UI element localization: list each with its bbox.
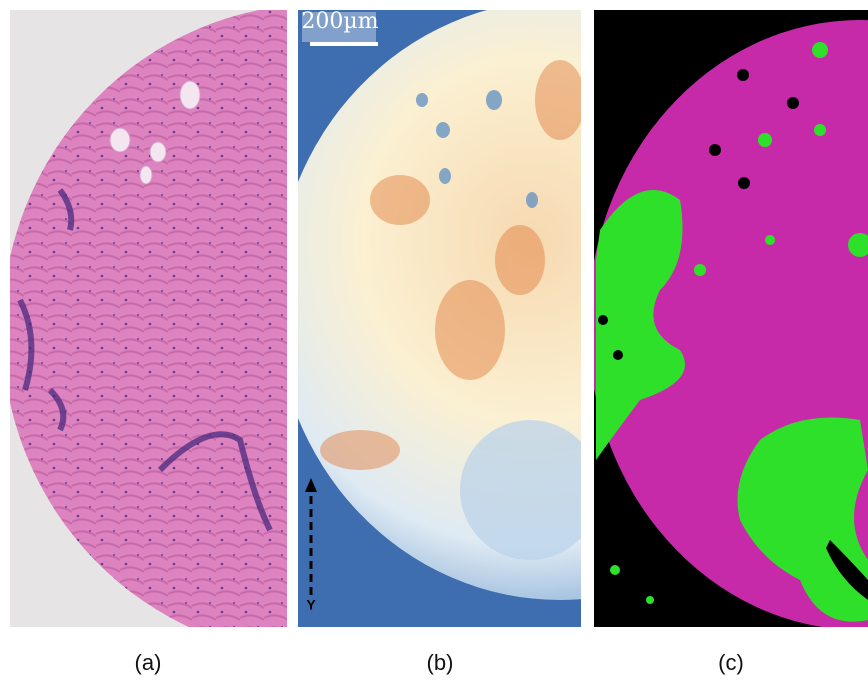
figure: 200µm Y X (a) (b) (c) xyxy=(0,0,868,692)
panel-label: (a) xyxy=(135,650,162,675)
panel-label: (b) xyxy=(427,650,454,675)
y-axis-label: Y xyxy=(306,597,316,613)
scale-bar-label: 200µm xyxy=(301,9,378,34)
x-axis-label: X xyxy=(315,628,325,644)
panel-c xyxy=(588,10,868,630)
panel-label: (c) xyxy=(718,650,744,675)
